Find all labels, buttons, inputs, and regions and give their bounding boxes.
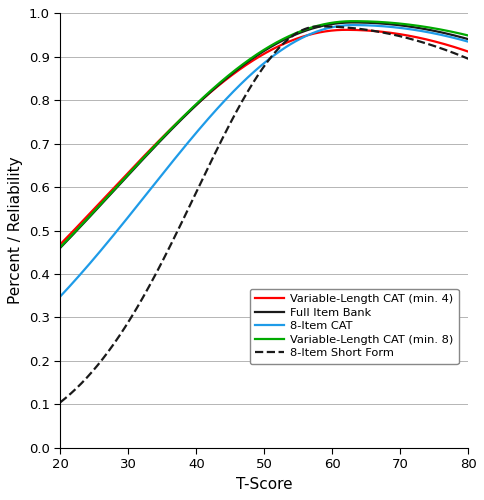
Full Item Bank — [382, 21, 388, 27]
Line: Variable-Length CAT (min. 8): Variable-Length CAT (min. 8) — [60, 21, 468, 247]
8-Item CAT — [382, 24, 388, 30]
8-Item CAT — [99, 246, 105, 252]
Line: Variable-Length CAT (min. 4): Variable-Length CAT (min. 4) — [60, 30, 468, 244]
Variable-Length CAT (min. 4) — [342, 27, 348, 33]
Full Item Bank — [465, 36, 470, 42]
Full Item Bank — [349, 20, 355, 26]
8-Item CAT — [375, 23, 381, 29]
Variable-Length CAT (min. 8) — [465, 32, 470, 38]
8-Item Short Form — [375, 29, 381, 35]
8-Item Short Form — [222, 130, 228, 136]
Full Item Bank — [337, 20, 343, 26]
8-Item CAT — [349, 22, 355, 28]
Full Item Bank — [375, 20, 381, 26]
8-Item CAT — [222, 97, 228, 103]
X-axis label: T-Score: T-Score — [236, 476, 292, 492]
Line: 8-Item CAT: 8-Item CAT — [60, 25, 468, 296]
Full Item Bank — [57, 245, 63, 251]
Variable-Length CAT (min. 4) — [99, 198, 105, 203]
Line: Full Item Bank: Full Item Bank — [60, 22, 468, 248]
Variable-Length CAT (min. 8) — [57, 244, 63, 250]
8-Item CAT — [337, 23, 343, 29]
8-Item CAT — [57, 294, 63, 300]
8-Item Short Form — [315, 24, 321, 30]
Variable-Length CAT (min. 8) — [375, 19, 381, 25]
Full Item Bank — [222, 76, 228, 82]
Variable-Length CAT (min. 4) — [375, 28, 381, 34]
Variable-Length CAT (min. 4) — [382, 30, 388, 36]
Variable-Length CAT (min. 4) — [337, 27, 343, 33]
Variable-Length CAT (min. 4) — [57, 242, 63, 248]
Y-axis label: Percent / Reliability: Percent / Reliability — [8, 156, 23, 304]
Variable-Length CAT (min. 8) — [222, 75, 228, 81]
Full Item Bank — [237, 64, 242, 70]
Variable-Length CAT (min. 8) — [349, 18, 355, 24]
Variable-Length CAT (min. 8) — [237, 64, 242, 70]
8-Item CAT — [465, 38, 470, 44]
8-Item Short Form — [99, 357, 105, 363]
Variable-Length CAT (min. 8) — [99, 200, 105, 206]
Full Item Bank — [99, 200, 105, 206]
8-Item Short Form — [382, 30, 388, 36]
8-Item Short Form — [465, 56, 470, 62]
Line: 8-Item Short Form: 8-Item Short Form — [60, 26, 468, 402]
8-Item CAT — [237, 82, 242, 88]
Legend: Variable-Length CAT (min. 4), Full Item Bank, 8-Item CAT, Variable-Length CAT (m: Variable-Length CAT (min. 4), Full Item … — [249, 289, 457, 364]
Variable-Length CAT (min. 8) — [382, 20, 388, 26]
Variable-Length CAT (min. 4) — [465, 48, 470, 54]
Variable-Length CAT (min. 8) — [337, 18, 343, 24]
8-Item Short Form — [237, 102, 242, 108]
Variable-Length CAT (min. 4) — [222, 77, 228, 83]
Variable-Length CAT (min. 4) — [237, 66, 242, 72]
8-Item Short Form — [57, 400, 63, 406]
8-Item Short Form — [337, 24, 343, 30]
